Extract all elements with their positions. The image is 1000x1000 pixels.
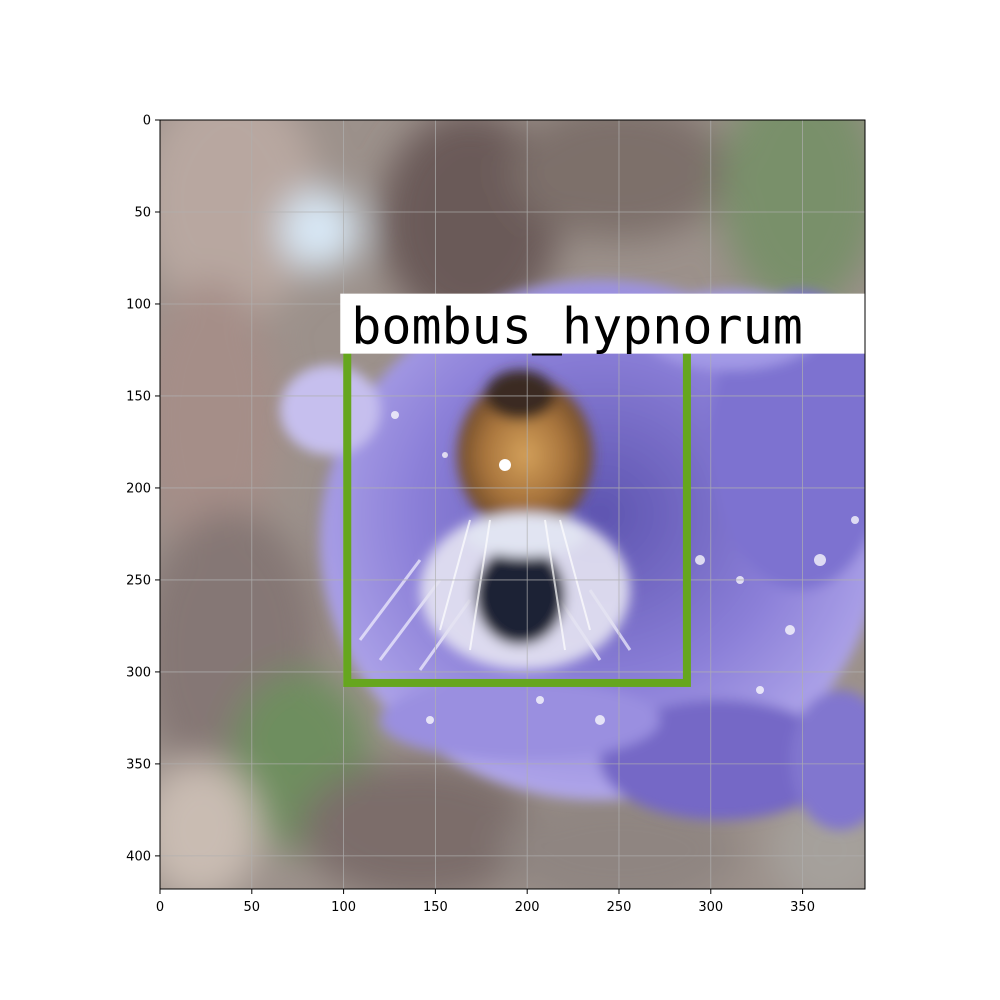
y-tick-label: 100: [126, 297, 151, 312]
y-tick-label: 300: [126, 665, 151, 680]
x-tick-label: 200: [515, 900, 540, 915]
y-tick-label: 400: [126, 849, 151, 864]
x-tick-label: 100: [331, 900, 356, 915]
y-tick-label: 150: [126, 389, 151, 404]
y-tick-label: 200: [126, 481, 151, 496]
y-tick-label: 50: [134, 205, 151, 220]
y-tick-label: 350: [126, 757, 151, 772]
x-tick-label: 300: [698, 900, 723, 915]
grid-lines: [159, 119, 865, 889]
x-tick-label: 0: [156, 900, 164, 915]
bee: [420, 370, 630, 670]
detection-label: bombus_hypnorum: [351, 298, 803, 356]
x-axis: 0 50 100 150 200 250 300 350: [156, 889, 815, 915]
axes-frame: [159, 119, 866, 890]
x-tick-label: 350: [790, 900, 815, 915]
x-tick-label: 250: [607, 900, 632, 915]
x-tick-label: 150: [423, 900, 448, 915]
y-tick-label: 0: [143, 114, 151, 129]
x-tick-label: 50: [244, 900, 261, 915]
y-axis: 0 50 100 150 200 250 300 350 400: [126, 114, 160, 864]
y-tick-label: 250: [126, 573, 151, 588]
detection-label-background: [340, 293, 865, 354]
photo: [160, 120, 865, 889]
detection: bombus_hypnorum: [340, 293, 865, 687]
